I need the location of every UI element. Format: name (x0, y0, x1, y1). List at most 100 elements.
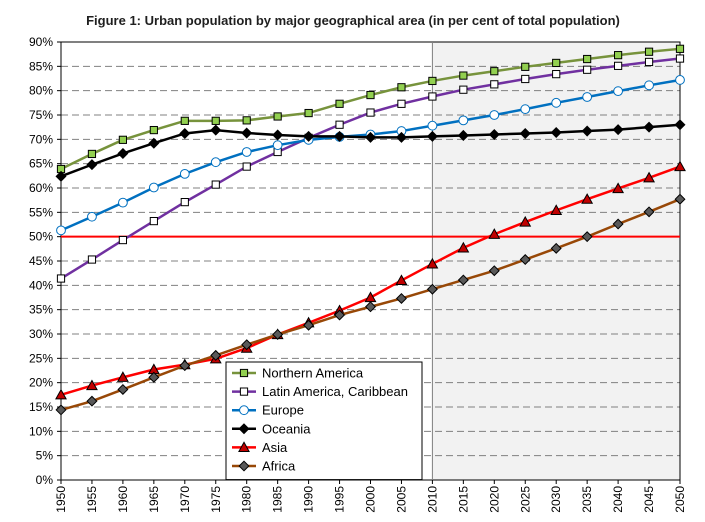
data-point (612, 218, 624, 230)
chart-title: Figure 1: Urban population by major geog… (86, 13, 620, 28)
data-point (459, 85, 468, 94)
data-point (118, 135, 128, 144)
data-point (242, 162, 251, 171)
legend-label: Africa (262, 459, 296, 474)
data-point (335, 99, 344, 108)
data-point (643, 121, 655, 133)
data-point (674, 193, 686, 205)
data-point (550, 127, 562, 139)
data-point (86, 395, 98, 407)
data-point (116, 371, 129, 382)
data-point (643, 171, 655, 183)
data-point (180, 198, 189, 207)
y-tick-label: 60% (29, 181, 53, 195)
data-point (550, 204, 563, 215)
data-point (149, 125, 158, 135)
data-point (581, 193, 594, 204)
data-point (582, 92, 593, 102)
legend-marker (239, 368, 249, 378)
data-point (118, 235, 128, 245)
data-point (87, 255, 97, 264)
data-point (241, 339, 253, 351)
data-point (148, 371, 160, 383)
y-tick-label: 75% (29, 108, 53, 122)
y-tick-label: 25% (29, 351, 53, 365)
data-point (458, 115, 469, 126)
legend-item: Latin America, Caribbean (232, 384, 408, 399)
data-point (303, 130, 315, 142)
data-point (490, 80, 499, 89)
data-point (614, 51, 623, 60)
legend-label: Asia (262, 440, 288, 455)
data-point (674, 160, 686, 172)
data-point (117, 383, 129, 395)
legend-item: Oceania (232, 421, 311, 436)
data-point (149, 216, 158, 226)
data-point (56, 274, 66, 283)
data-point (612, 182, 625, 194)
data-point (519, 254, 531, 266)
data-point (488, 265, 500, 277)
x-tick-label: 1960 (116, 486, 130, 513)
data-point (426, 130, 438, 142)
x-axis-ticks: 1950 1955 1960 1965 1970 1975 1980 1985 1990 1995… (54, 480, 687, 513)
data-point (643, 206, 655, 218)
y-tick-label: 65% (29, 157, 53, 171)
data-point (395, 274, 408, 286)
data-point (552, 58, 561, 68)
y-tick-label: 0% (36, 473, 54, 487)
data-point (364, 301, 377, 313)
data-point (583, 54, 592, 64)
data-point (303, 319, 315, 331)
x-tick-label: 1950 (54, 486, 68, 513)
data-point (395, 131, 407, 143)
data-point (457, 241, 470, 253)
y-tick-label: 40% (29, 278, 53, 292)
data-point (488, 128, 500, 140)
data-point (428, 92, 437, 101)
data-point (614, 61, 623, 70)
legend-item: Europe (232, 403, 304, 418)
data-point (490, 67, 499, 76)
legend-marker (238, 423, 250, 435)
data-point (457, 274, 469, 286)
data-point (179, 360, 191, 372)
data-point (613, 86, 623, 97)
series-lines (55, 44, 686, 416)
data-point (397, 99, 406, 108)
data-point (675, 75, 685, 85)
data-point (674, 119, 686, 131)
data-point (581, 125, 593, 137)
data-point (242, 116, 251, 125)
x-tick-label: 1955 (85, 486, 99, 513)
data-point (304, 108, 313, 118)
x-tick-label: 1975 (209, 486, 223, 513)
x-tick-label: 2010 (425, 486, 439, 513)
data-point (179, 127, 191, 140)
data-point (457, 129, 469, 141)
data-point (519, 127, 531, 140)
y-tick-label: 85% (29, 59, 53, 73)
data-point (334, 130, 346, 142)
x-tick-label: 2045 (642, 486, 656, 513)
x-tick-label: 2040 (611, 486, 625, 513)
data-point (550, 242, 562, 254)
data-point (179, 168, 190, 179)
data-point (211, 180, 220, 189)
data-point (272, 140, 283, 151)
data-point (426, 283, 438, 295)
legend-marker (239, 387, 249, 396)
y-tick-label: 90% (29, 35, 53, 49)
legend-label: Europe (262, 403, 304, 418)
x-tick-label: 2030 (549, 486, 563, 513)
data-point (521, 62, 530, 71)
y-tick-label: 5% (36, 449, 54, 463)
data-point (521, 74, 530, 84)
y-tick-label: 50% (29, 230, 53, 244)
x-tick-label: 2050 (673, 486, 687, 513)
legend: Northern America Latin America, Caribbean… (225, 361, 423, 481)
data-point (489, 110, 500, 120)
y-tick-label: 15% (29, 400, 53, 414)
data-point (644, 47, 654, 56)
